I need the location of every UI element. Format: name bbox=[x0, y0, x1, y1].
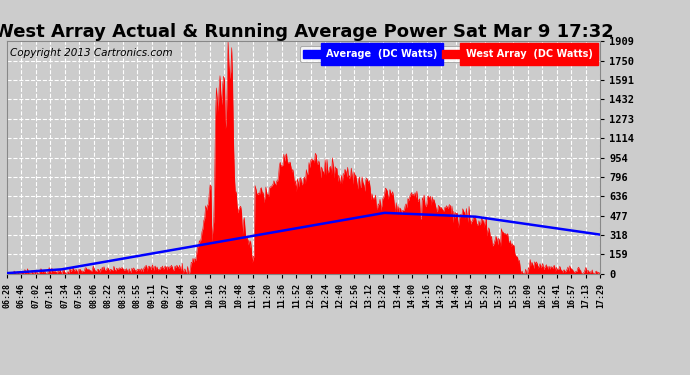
Title: West Array Actual & Running Average Power Sat Mar 9 17:32: West Array Actual & Running Average Powe… bbox=[0, 23, 613, 41]
Text: Copyright 2013 Cartronics.com: Copyright 2013 Cartronics.com bbox=[10, 48, 172, 58]
Legend: Average  (DC Watts), West Array  (DC Watts): Average (DC Watts), West Array (DC Watts… bbox=[300, 46, 595, 62]
